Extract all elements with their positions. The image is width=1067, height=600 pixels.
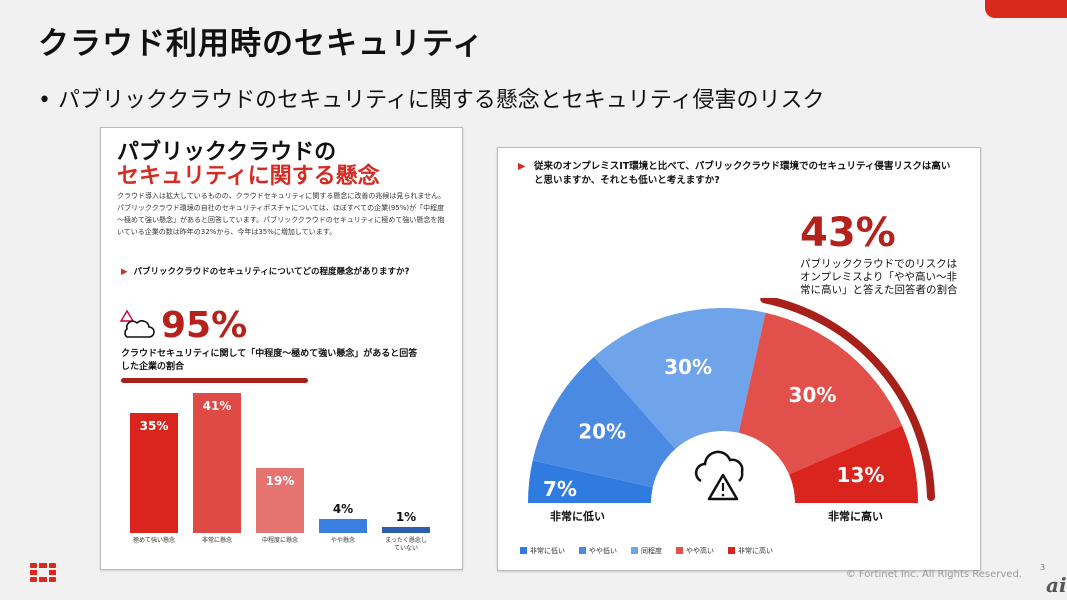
big-stat-caption: パブリッククラウドでのリスクはオンプレミスより「やや高い～非常に高い」と答えた回… xyxy=(800,258,958,296)
legend-item: 非常に低い xyxy=(520,546,565,556)
legend-label: 非常に高い xyxy=(738,547,773,555)
bar-4 xyxy=(382,527,430,533)
legend-label: 非常に低い xyxy=(530,547,565,555)
big-stat: 43% xyxy=(800,210,896,256)
bar-value-label: 35% xyxy=(139,419,169,434)
bar-0 xyxy=(130,413,178,533)
card-body: クラウド導入は拡大しているものの、クラウドセキュリティに関する懸念に改善の兆候は… xyxy=(117,192,446,236)
bar-value-label: 19% xyxy=(265,474,295,489)
slide-bullet: • パブリッククラウドのセキュリティに関する懸念とセキュリティ侵害のリスク xyxy=(38,88,825,113)
bar-value-label: 4% xyxy=(332,502,354,517)
card-title: パブリッククラウドの xyxy=(117,140,337,165)
bar-value-label: 1% xyxy=(395,510,417,524)
bar-chart: 35% 極めて強い懸念 41% 非常に懸念 19% 中程度に懸念 4% やや懸念 1% まったく懸… xyxy=(101,390,464,552)
watermark-logo: ai xyxy=(1046,573,1067,597)
legend-item: 非常に高い xyxy=(728,546,773,556)
bar-value-label: 41% xyxy=(202,399,232,413)
risk-card: ▶ 従来のオンプレミスIT環境と比べて、パブリッククラウド環境でのセキュリティ侵害… xyxy=(497,147,981,571)
card-title-red: セキュリティに関する懸念 xyxy=(117,164,380,189)
gauge-slice-2 xyxy=(594,308,766,449)
gauge-value-label: 7% xyxy=(543,477,577,501)
high-label: 非常に高い xyxy=(828,510,883,523)
corner-tab xyxy=(985,0,1067,18)
legend-item: やや高い xyxy=(676,546,714,556)
legend-swatch xyxy=(631,547,638,554)
gauge-value-label: 30% xyxy=(664,355,712,379)
low-label: 非常に低い xyxy=(550,510,605,523)
gauge-slice-0 xyxy=(528,460,653,503)
bar-category-label: 中程度に懸念 xyxy=(261,537,298,544)
legend-swatch xyxy=(579,547,586,554)
bar-category-label: まったく懸念していない xyxy=(385,537,427,552)
gauge-slice-3 xyxy=(738,312,902,475)
bar-3 xyxy=(319,519,367,533)
bar-category-label: 極めて強い懸念 xyxy=(132,537,175,544)
legend-swatch xyxy=(728,547,735,554)
legend-label: やや高い xyxy=(686,547,714,555)
bar-category-label: 非常に懸念 xyxy=(201,537,232,544)
gauge-value-label: 13% xyxy=(837,463,885,487)
cloud-warning-icon xyxy=(119,309,155,338)
concern-card: パブリッククラウドの セキュリティに関する懸念 クラウド導入は拡大しているものの… xyxy=(100,127,463,570)
bullet-text: パブリッククラウドのセキュリティに関する懸念とセキュリティ侵害のリスク xyxy=(57,88,825,113)
legend-label: やや低い xyxy=(589,547,617,555)
gauge-value-label: 30% xyxy=(789,383,837,407)
gauge-value-label: 20% xyxy=(578,420,626,444)
semicircle-chart: 7% 20% 30% 30% 13% xyxy=(528,298,935,503)
underline-bar xyxy=(121,378,308,383)
legend-item: やや低い xyxy=(579,546,617,556)
question: ▶ パブリッククラウドのセキュリティについてどの程度懸念がありますか? xyxy=(121,267,410,277)
big-stat: 95% xyxy=(161,305,248,346)
page-number: 3 xyxy=(1040,563,1046,572)
gauge-slice-1 xyxy=(532,356,676,488)
slide-title: クラウド利用時のセキュリティ xyxy=(38,26,485,62)
question: ▶ 従来のオンプレミスIT環境と比べて、パブリッククラウド環境でのセキュリティ侵害… xyxy=(518,161,951,186)
bar-category-label: やや懸念 xyxy=(330,537,355,544)
legend-swatch xyxy=(676,547,683,554)
legend-label: 同程度 xyxy=(641,547,662,555)
bar-1 xyxy=(193,393,241,533)
high-risk-arc xyxy=(760,298,935,501)
fortinet-logo xyxy=(30,563,56,582)
copyright: © Fortinet Inc. All Rights Reserved. xyxy=(845,569,1022,580)
legend-swatch xyxy=(520,547,527,554)
bar-2 xyxy=(256,468,304,533)
legend: 非常に低い やや低い 同程度 やや高い 非常に高い xyxy=(520,546,773,556)
legend-item: 同程度 xyxy=(631,546,662,556)
cloud-warning-icon xyxy=(694,450,744,501)
big-stat-caption: クラウドセキュリティに関して「中程度～極めて強い懸念」があると回答した企業の割合 xyxy=(121,349,418,372)
gauge-slice-4 xyxy=(789,425,918,503)
